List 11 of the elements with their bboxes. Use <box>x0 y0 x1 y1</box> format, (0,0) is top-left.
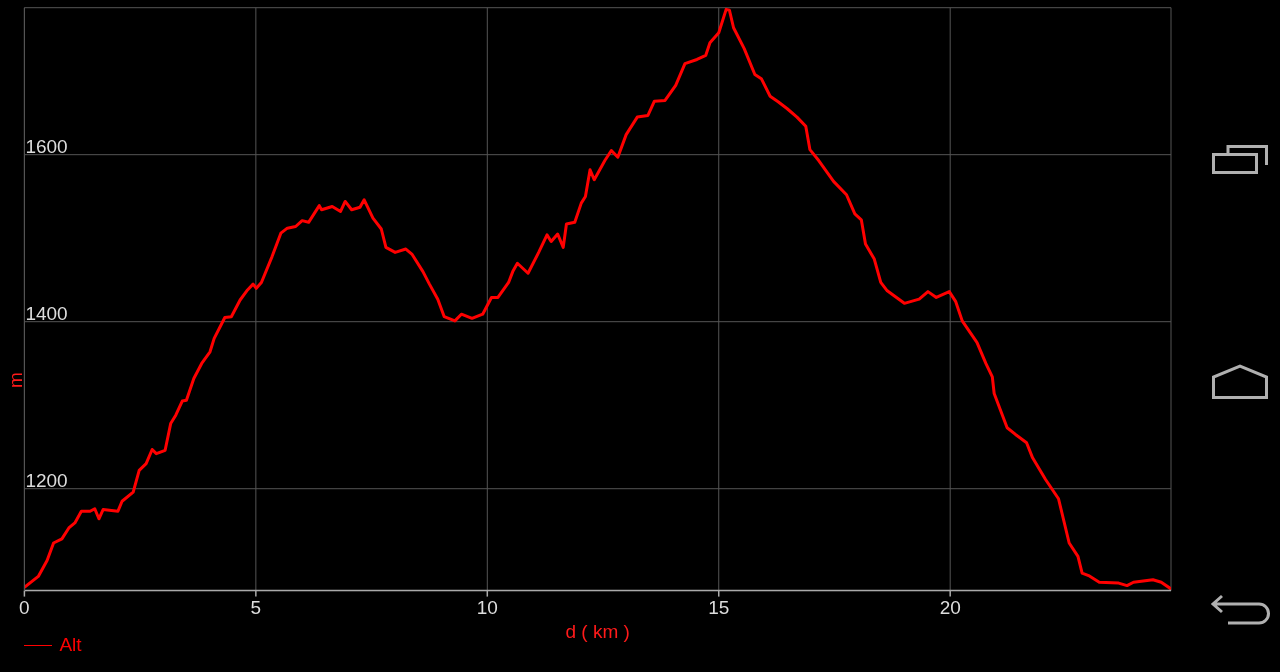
y-axis-title: m <box>4 372 26 388</box>
legend-label: Alt <box>59 634 82 656</box>
x-tick-label: 15 <box>708 597 730 619</box>
y-tick-label: 1600 <box>25 135 68 157</box>
x-tick-label: 20 <box>939 597 961 619</box>
y-tick-label: 1200 <box>25 469 68 491</box>
x-tick-label: 10 <box>476 597 498 619</box>
x-tick-label: 5 <box>250 597 262 619</box>
x-tick-label: 0 <box>19 597 30 619</box>
x-axis-title: d ( km ) <box>565 620 630 642</box>
y-tick-label: 1400 <box>25 302 68 324</box>
